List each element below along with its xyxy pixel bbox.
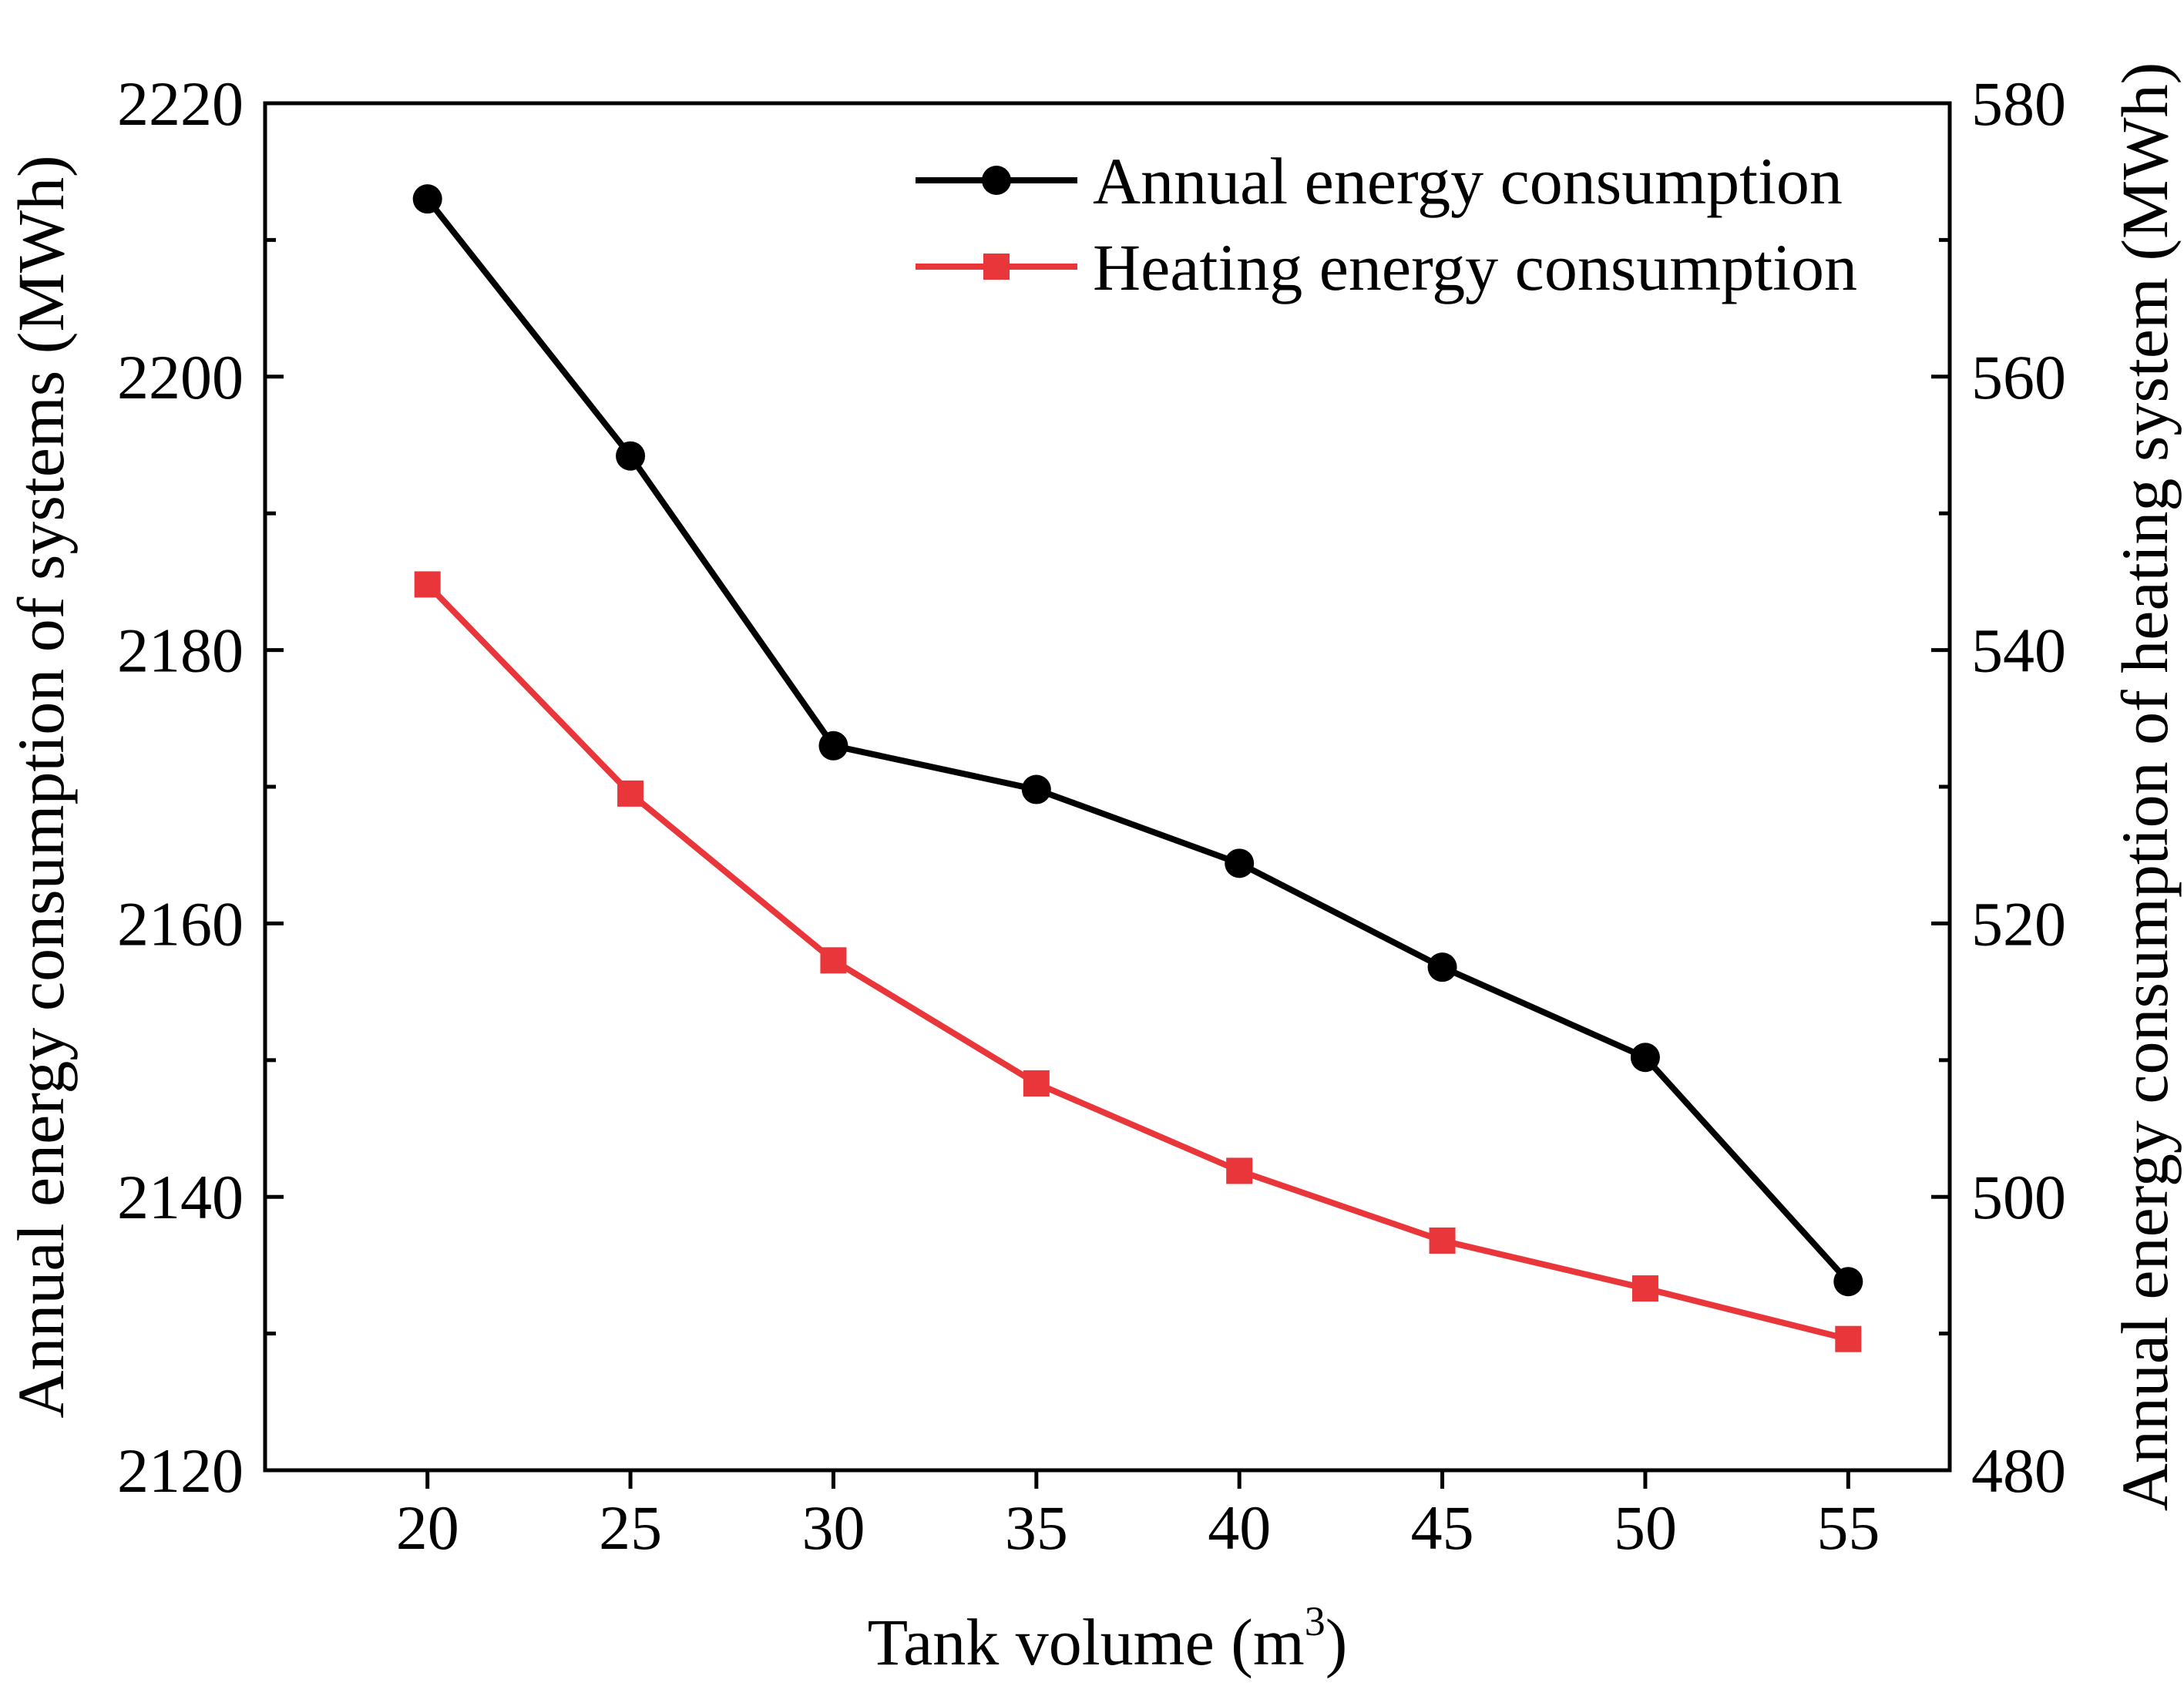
data-point-heating xyxy=(1835,1325,1862,1352)
x-axis-title-superscript: 3 xyxy=(1305,1598,1326,1644)
x-tick-label: 25 xyxy=(599,1493,662,1563)
legend-marker-annual-circle-icon xyxy=(982,166,1011,195)
legend-label-annual: Annual energy consumption xyxy=(1093,144,1843,218)
legend-item-annual: Annual energy consumption xyxy=(916,144,1843,218)
series-line-heating xyxy=(425,582,1850,1342)
left-y-tick-label: 2200 xyxy=(117,342,244,412)
x-tick-label: 55 xyxy=(1816,1493,1880,1563)
left-y-axis-title: Annual energy consumption of systems (MW… xyxy=(4,155,78,1418)
data-point-heating xyxy=(820,947,847,974)
x-tick-label: 35 xyxy=(1005,1493,1068,1563)
data-point-annual xyxy=(616,441,646,471)
left-y-tick-label: 2180 xyxy=(117,616,244,686)
x-axis-title-suffix: ) xyxy=(1326,1605,1348,1679)
data-point-heating xyxy=(1226,1157,1253,1184)
data-point-heating xyxy=(1631,1275,1658,1302)
right-y-tick-label: 520 xyxy=(1971,888,2066,959)
x-tick-label: 45 xyxy=(1411,1493,1474,1563)
data-point-annual xyxy=(1427,952,1457,982)
legend-label-heating: Heating energy consumption xyxy=(1093,230,1857,304)
data-point-heating xyxy=(617,780,644,807)
right-y-tick-label: 560 xyxy=(1971,342,2066,412)
x-axis-ticks: 20 25 30 35 40 45 50 55 xyxy=(396,1470,1880,1563)
plot-frame xyxy=(263,101,1952,1473)
legend-item-heating: Heating energy consumption xyxy=(916,230,1857,304)
data-point-annual xyxy=(1833,1267,1863,1297)
data-point-annual xyxy=(818,730,848,761)
data-point-heating xyxy=(1429,1227,1456,1254)
data-point-annual xyxy=(1225,848,1255,878)
x-tick-label: 40 xyxy=(1208,1493,1271,1563)
data-point-heating xyxy=(1023,1070,1050,1097)
right-y-axis-ticks: 480 500 520 540 560 580 xyxy=(1931,69,2066,1506)
left-y-tick-label: 2160 xyxy=(117,888,244,959)
right-y-tick-label: 580 xyxy=(1971,69,2066,139)
series-layer xyxy=(412,184,1863,1352)
left-y-tick-label: 2120 xyxy=(117,1436,244,1506)
data-point-annual xyxy=(1630,1043,1660,1073)
series-line-annual xyxy=(425,196,1851,1284)
right-y-tick-label: 540 xyxy=(1971,616,2066,686)
data-point-annual xyxy=(412,184,442,214)
right-y-tick-label: 480 xyxy=(1971,1436,2066,1506)
left-y-tick-label: 2140 xyxy=(117,1162,244,1232)
x-tick-label: 30 xyxy=(801,1493,865,1563)
data-point-annual xyxy=(1021,774,1051,804)
right-y-axis-title: Annual energy consumption of heating sys… xyxy=(2108,62,2182,1512)
right-y-tick-label: 500 xyxy=(1971,1162,2066,1232)
x-tick-label: 50 xyxy=(1614,1493,1677,1563)
left-y-tick-label: 2220 xyxy=(117,69,244,139)
left-y-axis-ticks: 2120 2140 2160 2180 2200 2220 xyxy=(117,69,284,1506)
x-tick-label: 20 xyxy=(396,1493,459,1563)
data-point-heating xyxy=(414,571,441,598)
legend-marker-heating-square-icon xyxy=(983,254,1010,280)
x-axis-title: Tank volume (m3) xyxy=(868,1598,1348,1679)
legend: Annual energy consumption Heating energy… xyxy=(916,144,1857,304)
